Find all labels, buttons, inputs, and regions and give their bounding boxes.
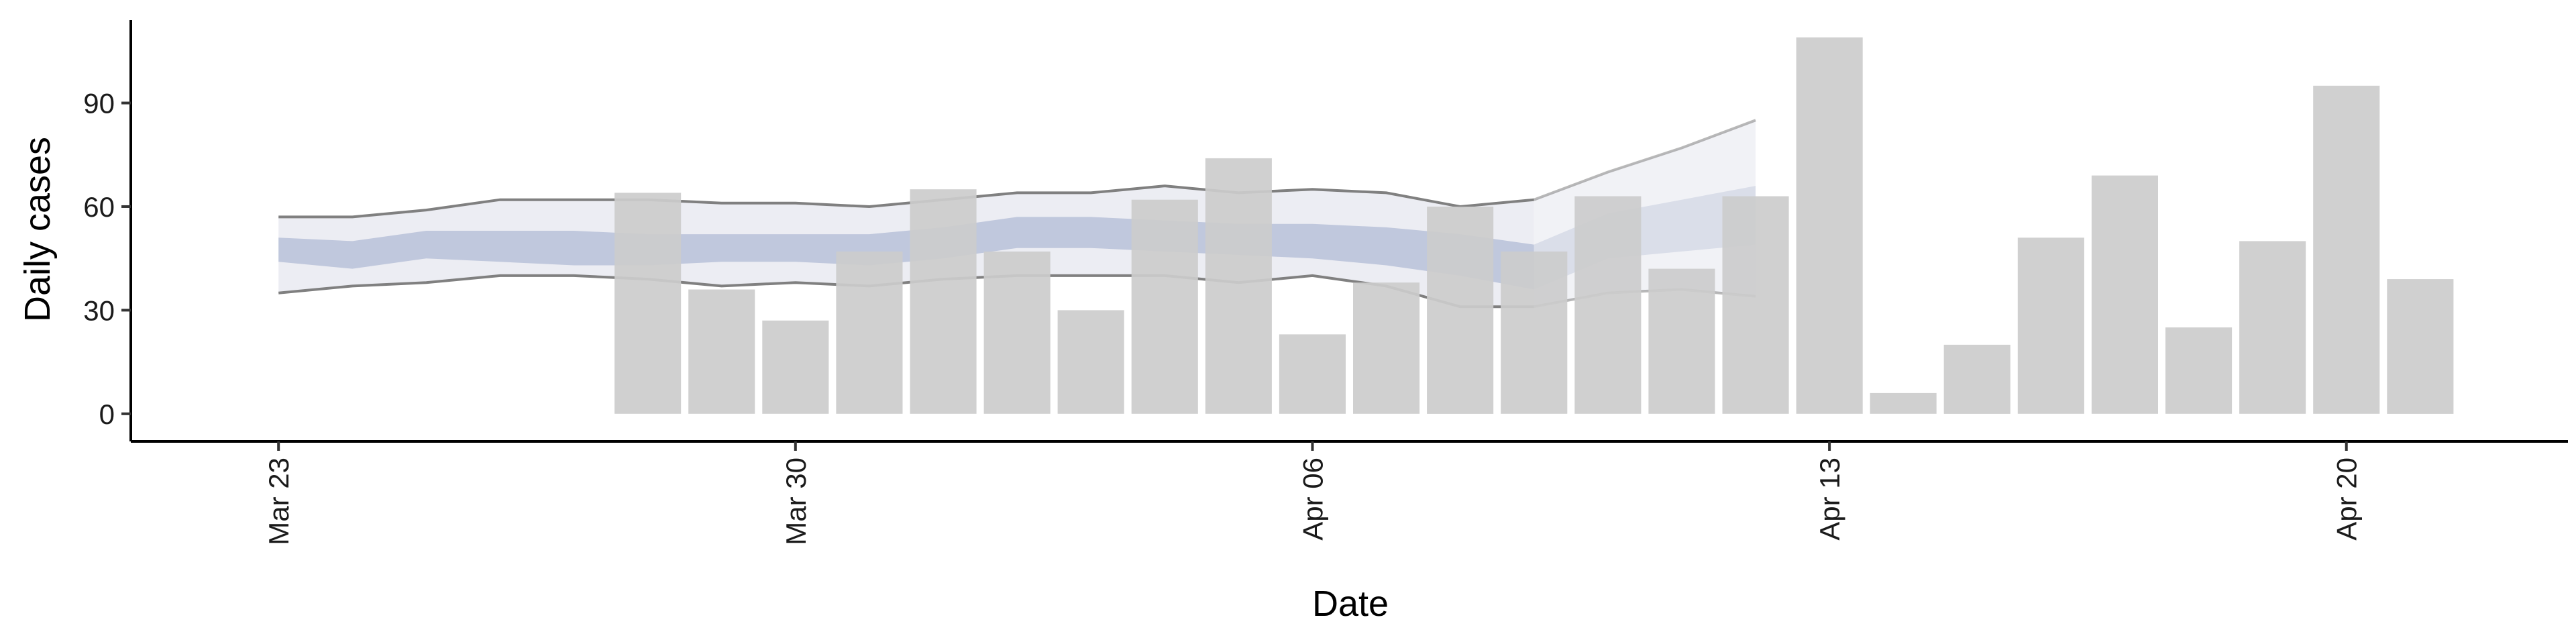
x-tick-label: Apr 06 [1297,458,1329,541]
estimate-lower-line-forecast [1534,288,1756,309]
bar [614,193,682,414]
bar [1427,207,1494,414]
bar [983,251,1051,414]
bar [2091,175,2158,414]
bar [1796,37,1863,414]
bar [762,320,829,414]
axes-layer: 0 30 60 90 Mar 23 Mar 30 Apr 06 Apr 13 Apr 20 [83,20,2568,545]
bars-layer [614,37,2454,414]
bar [688,289,755,414]
bar [1722,196,1789,414]
bar [1943,344,2010,414]
bar [1131,199,1198,414]
bar [910,189,977,414]
bar [1870,392,1937,414]
bar [1353,282,1420,414]
bar [1279,334,1346,414]
bar [2165,327,2233,414]
estimate-lower-line [278,274,1534,309]
x-tick-label: Apr 20 [2331,458,2363,541]
y-tick-label: 60 [83,191,115,223]
x-tick-label: Apr 13 [1814,458,1845,541]
x-axis-title: Date [1312,584,1389,624]
y-axis-title: Daily cases [17,137,58,322]
bar [2017,237,2084,414]
x-tick-label: Mar 23 [263,458,294,545]
bar [2387,279,2454,414]
bar [2313,85,2380,414]
bar [1574,196,1642,414]
estimate-upper-line-forecast [1533,119,1756,201]
bar [2239,241,2306,414]
estimate-upper-line [278,184,1534,219]
y-tick-label: 90 [83,88,115,119]
bar [836,251,903,414]
x-tick-label: Mar 30 [780,458,812,545]
bar [1648,268,1715,414]
bar [1057,310,1124,414]
y-tick-label: 30 [83,294,115,326]
bar [1205,158,1272,414]
y-tick-label: 0 [99,398,115,430]
bar [1501,251,1568,414]
